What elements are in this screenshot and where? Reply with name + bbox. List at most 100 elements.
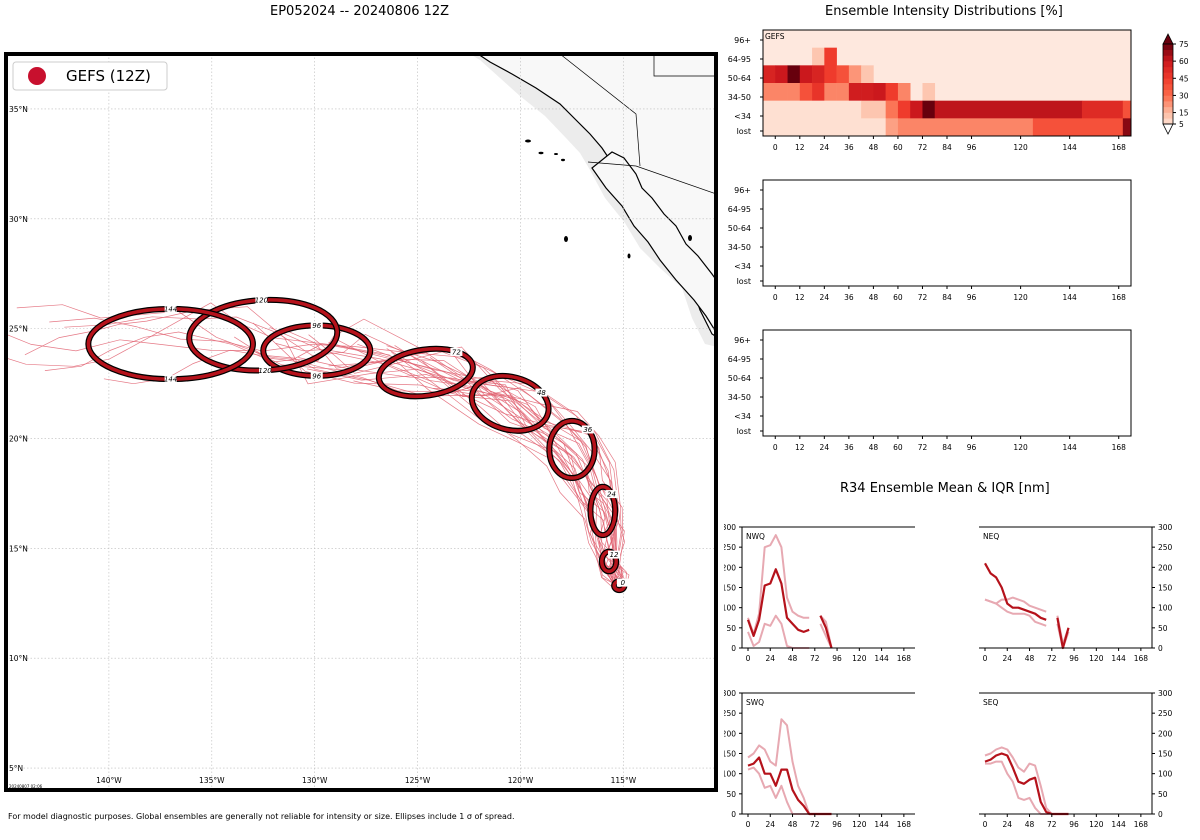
x-tick-label: 120 [1013, 143, 1028, 152]
r34-panel-label: NEQ [983, 532, 999, 541]
r34-q25-line [747, 766, 832, 815]
colorbar-segment [1163, 101, 1173, 108]
lon-labels: 140°W 135°W 130°W 125°W 120°W 115°W [96, 776, 637, 785]
heatmap-cell [885, 100, 899, 119]
r34-x-tick-label: 96 [1069, 820, 1079, 829]
x-tick-label: 60 [893, 443, 903, 452]
heatmap-cell [763, 100, 862, 119]
map-frame [4, 52, 718, 792]
lon-label: 125°W [405, 776, 431, 785]
heatmap-frame [762, 329, 1132, 437]
heatmap-cell [799, 83, 813, 101]
x-tick-label: 168 [1112, 443, 1127, 452]
heatmap-cell [824, 83, 837, 101]
r34-q75-line [747, 718, 832, 815]
r34-x-tick-label: 144 [874, 654, 889, 663]
ellipse-hour-label: 120 [255, 297, 269, 305]
colorbar-tick-label: 45 [1179, 74, 1189, 83]
colorbar-segment [1163, 72, 1173, 79]
heatmap-cell [873, 83, 886, 101]
r34-y-tick-label: 150 [724, 750, 736, 759]
heatmap-cell [885, 83, 899, 101]
spread-ellipse-0h: 0 [611, 578, 629, 594]
spread-ellipse-144h: 144 144 [85, 304, 256, 384]
x-tick-label: 168 [1112, 143, 1127, 152]
heatmap-cell [885, 118, 899, 137]
heatmap-cell [812, 47, 825, 66]
ellipse-hour-label: 96 [312, 372, 321, 380]
heatmap-cell [812, 83, 825, 101]
spread-ellipse-12h: 12 [598, 548, 621, 575]
colorbar-tick-label: 75 [1179, 40, 1189, 49]
map-stamp: 20240807 02:06 [9, 784, 43, 789]
x-tick-label: 72 [918, 443, 928, 452]
x-tick-label: 48 [869, 293, 879, 302]
panel-label: GEFS [765, 32, 785, 41]
spread-ellipse-36h: 36 [546, 417, 598, 482]
heatmap-cell [787, 83, 801, 101]
gridlines [6, 54, 716, 790]
heatmap-cell [836, 83, 850, 101]
colorbar-segment [1163, 106, 1173, 113]
x-tick-label: 144 [1063, 293, 1078, 302]
heatmap-cell [775, 83, 788, 101]
ellipse-ring [470, 374, 551, 433]
lat-label: 15°N [9, 544, 28, 553]
spread-ellipse-72h: 72 [375, 345, 476, 400]
y-tick-label: <34 [734, 412, 751, 421]
ellipse-hour-label: 96 [312, 322, 321, 330]
r34-y-tick-label: 250 [724, 709, 736, 718]
heatmap-cell [910, 100, 923, 119]
colorbar: 5 15 30 45 60 75 [1162, 33, 1189, 135]
ellipse-hour-label: 24 [607, 491, 616, 499]
r34-x-tick-label: 0 [983, 654, 988, 663]
map-legend: GEFS (12Z) [12, 61, 168, 91]
figure-title: EP052024 -- 20240806 12Z [270, 4, 450, 19]
heatmap-cell [861, 100, 886, 119]
heatmap-cell [836, 65, 850, 84]
r34-x-tick-label: 144 [1111, 654, 1126, 663]
heatmap-cell [922, 100, 936, 119]
r34-x-tick-label: 168 [897, 820, 912, 829]
heatmap-cell [1032, 118, 1083, 137]
spread-ellipses: 0 12 24 36 48 72 96 96 120 120 144 144 [85, 296, 629, 594]
r34-x-tick-label: 48 [1025, 654, 1035, 663]
x-tick-label: 48 [869, 443, 879, 452]
baja-peninsula [591, 151, 716, 333]
r34-y-tick-label: 200 [1158, 563, 1173, 572]
heatmap-cell [763, 65, 776, 84]
heatmap-cell [824, 65, 837, 84]
y-tick-label: 64-95 [728, 355, 751, 364]
spread-ellipse-24h: 24 [587, 483, 619, 539]
heatmap-cell [824, 47, 837, 66]
y-tick-label: lost [737, 127, 751, 136]
r34-x-tick-label: 144 [874, 820, 889, 829]
ellipse-ring [377, 347, 475, 399]
r34-y-tick-label: 50 [726, 790, 736, 799]
ellipse-hour-label: 144 [164, 305, 177, 313]
x-tick-label: 36 [844, 293, 854, 302]
r34-x-tick-label: 0 [746, 654, 751, 663]
x-tick-label: 96 [967, 143, 977, 152]
colorbar-tick-label: 30 [1179, 91, 1189, 100]
x-tick-label: 24 [820, 293, 830, 302]
intensity-heatmaps: 96+ 64-95 50-64 34-50 <34 lost 0 12 24 36 48 60 72 84… [728, 29, 1189, 452]
r34-y-tick-label: 0 [1158, 810, 1163, 819]
r34-y-tick-label: 0 [731, 644, 736, 653]
ellipse-hour-box [581, 425, 594, 434]
r34-y-tick-label: 150 [1158, 584, 1173, 593]
heatmap-cell [775, 65, 788, 84]
colorbar-top-extend [1162, 33, 1174, 45]
heatmap-cell [1081, 118, 1124, 137]
r34-x-tick-label: 72 [1047, 820, 1057, 829]
r34-x-tick-label: 24 [765, 654, 775, 663]
x-tick-label: 168 [1112, 293, 1127, 302]
y-tick-label: 50-64 [728, 224, 751, 233]
r34-q75-line [747, 534, 833, 649]
member-track [449, 349, 619, 586]
r34-panel-label: NWQ [746, 532, 765, 541]
ellipse-hour-box [450, 347, 463, 356]
r34-x-tick-label: 168 [1134, 820, 1149, 829]
lon-label: 115°W [611, 776, 637, 785]
member-track [44, 331, 622, 585]
